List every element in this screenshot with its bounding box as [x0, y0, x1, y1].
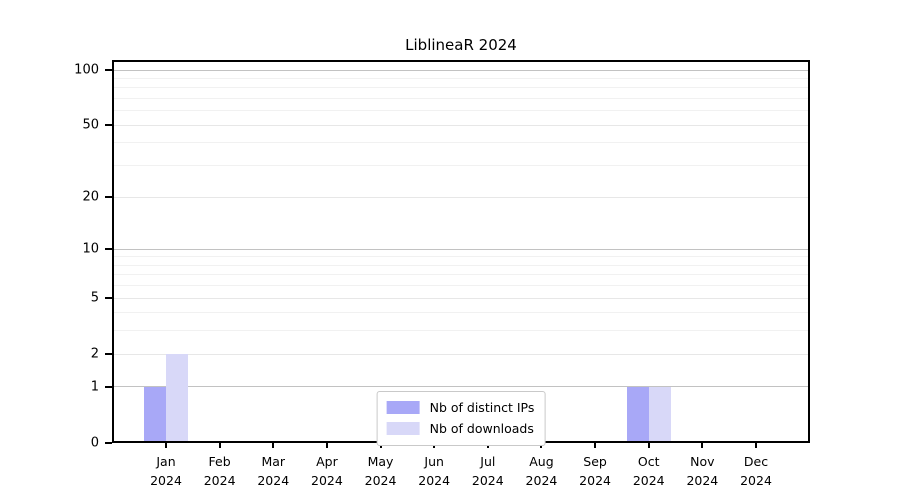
plot-area: Nb of distinct IPs Nb of downloads 0 1 2 5 1…	[74, 60, 810, 488]
x-axis-tick-oct	[647, 443, 650, 448]
y-axis-label-50: 50	[82, 117, 99, 133]
x-axis-label-mar: Mar 2024	[241, 452, 305, 490]
x-tick-month: Jun	[424, 454, 444, 469]
x-tick-year: 2024	[579, 473, 611, 488]
gridline-y-6	[112, 285, 810, 287]
gridline-y-40	[112, 142, 810, 144]
y-axis-label-100: 100	[74, 62, 99, 78]
legend-label-downloads: Nb of downloads	[429, 421, 534, 436]
x-axis-label-jan: Jan 2024	[134, 452, 198, 490]
x-axis-tick-dec	[755, 443, 757, 448]
gridline-y-80	[112, 87, 810, 89]
x-tick-year: 2024	[150, 473, 182, 488]
gridline-y-70	[112, 98, 810, 100]
y-axis-label-0: 0	[90, 435, 99, 451]
x-tick-year: 2024	[257, 473, 290, 488]
bar-oct-downloads	[648, 386, 671, 443]
x-axis-label-may: May 2024	[349, 452, 413, 490]
x-axis-label-jul: Jul 2024	[456, 452, 520, 490]
x-tick-month: May	[367, 454, 394, 469]
legend: Nb of distinct IPs Nb of downloads	[376, 391, 546, 446]
y-axis-label-5: 5	[90, 290, 99, 306]
gridline-y-8	[112, 264, 810, 266]
gridline-y-9	[112, 256, 810, 258]
y-axis-label-20: 20	[82, 189, 99, 205]
gridline-y-1	[112, 386, 810, 388]
x-tick-year: 2024	[740, 473, 772, 488]
x-axis-label-feb: Feb 2024	[188, 452, 252, 490]
legend-label-distinct-ips: Nb of distinct IPs	[429, 400, 535, 415]
x-tick-year: 2024	[471, 473, 504, 488]
x-axis-tick-mar	[272, 443, 275, 448]
legend-item-downloads: Nb of downloads	[386, 418, 535, 439]
gridline-y-60	[112, 110, 810, 112]
gridline-y-7	[112, 274, 810, 276]
gridline-y-5	[112, 297, 810, 299]
x-axis-label-nov: Nov 2024	[670, 452, 734, 490]
x-tick-month: Mar	[261, 454, 286, 469]
x-tick-month: Oct	[637, 454, 660, 469]
gridline-y-4	[112, 312, 810, 314]
gridline-y-100	[112, 69, 810, 71]
gridline-y-10	[112, 248, 810, 250]
x-tick-month: Dec	[743, 454, 769, 469]
x-axis-label-jun: Jun 2024	[402, 452, 466, 490]
gridline-y-20	[112, 196, 810, 198]
y-axis-tick-2	[105, 353, 112, 356]
x-tick-year: 2024	[525, 473, 558, 488]
x-tick-year: 2024	[311, 473, 343, 488]
x-tick-month: Jul	[480, 454, 496, 469]
x-axis-tick-nov	[701, 443, 704, 448]
x-tick-month: Jan	[156, 454, 176, 469]
x-axis-label-aug: Aug 2024	[509, 452, 573, 490]
x-tick-month: Sep	[583, 454, 607, 469]
y-axis-tick-20	[105, 196, 112, 199]
x-axis-label-dec: Dec 2024	[724, 452, 788, 490]
x-tick-month: Nov	[690, 454, 715, 469]
y-axis-tick-5	[105, 297, 112, 300]
y-axis-tick-100	[105, 69, 112, 72]
x-axis-tick-apr	[325, 443, 328, 448]
gridline-y-50	[112, 124, 810, 126]
y-axis-tick-0	[105, 442, 112, 444]
y-axis-tick-50	[105, 124, 112, 127]
x-axis-label-oct: Oct 2024	[617, 452, 681, 490]
gridline-y-30	[112, 165, 810, 167]
chart-title: LiblineaR 2024	[405, 36, 517, 54]
bar-jan-distinct-ips	[144, 386, 166, 443]
gridline-y-90	[112, 78, 810, 80]
x-tick-year: 2024	[686, 473, 719, 488]
gridline-y-3	[112, 330, 810, 332]
x-tick-month: Feb	[208, 454, 231, 469]
x-axis-tick-feb	[218, 443, 221, 448]
y-axis-label-1: 1	[90, 379, 99, 395]
x-tick-year: 2024	[203, 473, 236, 488]
y-axis-tick-1	[105, 385, 112, 388]
legend-item-distinct-ips: Nb of distinct IPs	[386, 397, 535, 418]
y-axis-label-10: 10	[82, 241, 99, 257]
bar-oct-distinct-ips	[626, 386, 649, 443]
x-tick-month: Apr	[316, 454, 338, 469]
x-tick-year: 2024	[418, 473, 451, 488]
legend-swatch-downloads	[386, 422, 420, 435]
x-axis-tick-jan	[165, 443, 167, 448]
y-axis-label-2: 2	[90, 346, 99, 362]
bar-jan-downloads	[166, 354, 188, 443]
x-axis-tick-sep	[594, 443, 597, 448]
gridline-y-2	[112, 353, 810, 355]
x-tick-year: 2024	[364, 473, 397, 488]
x-axis-label-apr: Apr 2024	[295, 452, 359, 490]
x-tick-year: 2024	[632, 473, 665, 488]
legend-swatch-distinct-ips	[386, 401, 420, 414]
y-axis-tick-10	[105, 248, 112, 251]
x-axis-label-sep: Sep 2024	[563, 452, 627, 490]
x-tick-month: Aug	[529, 454, 554, 469]
